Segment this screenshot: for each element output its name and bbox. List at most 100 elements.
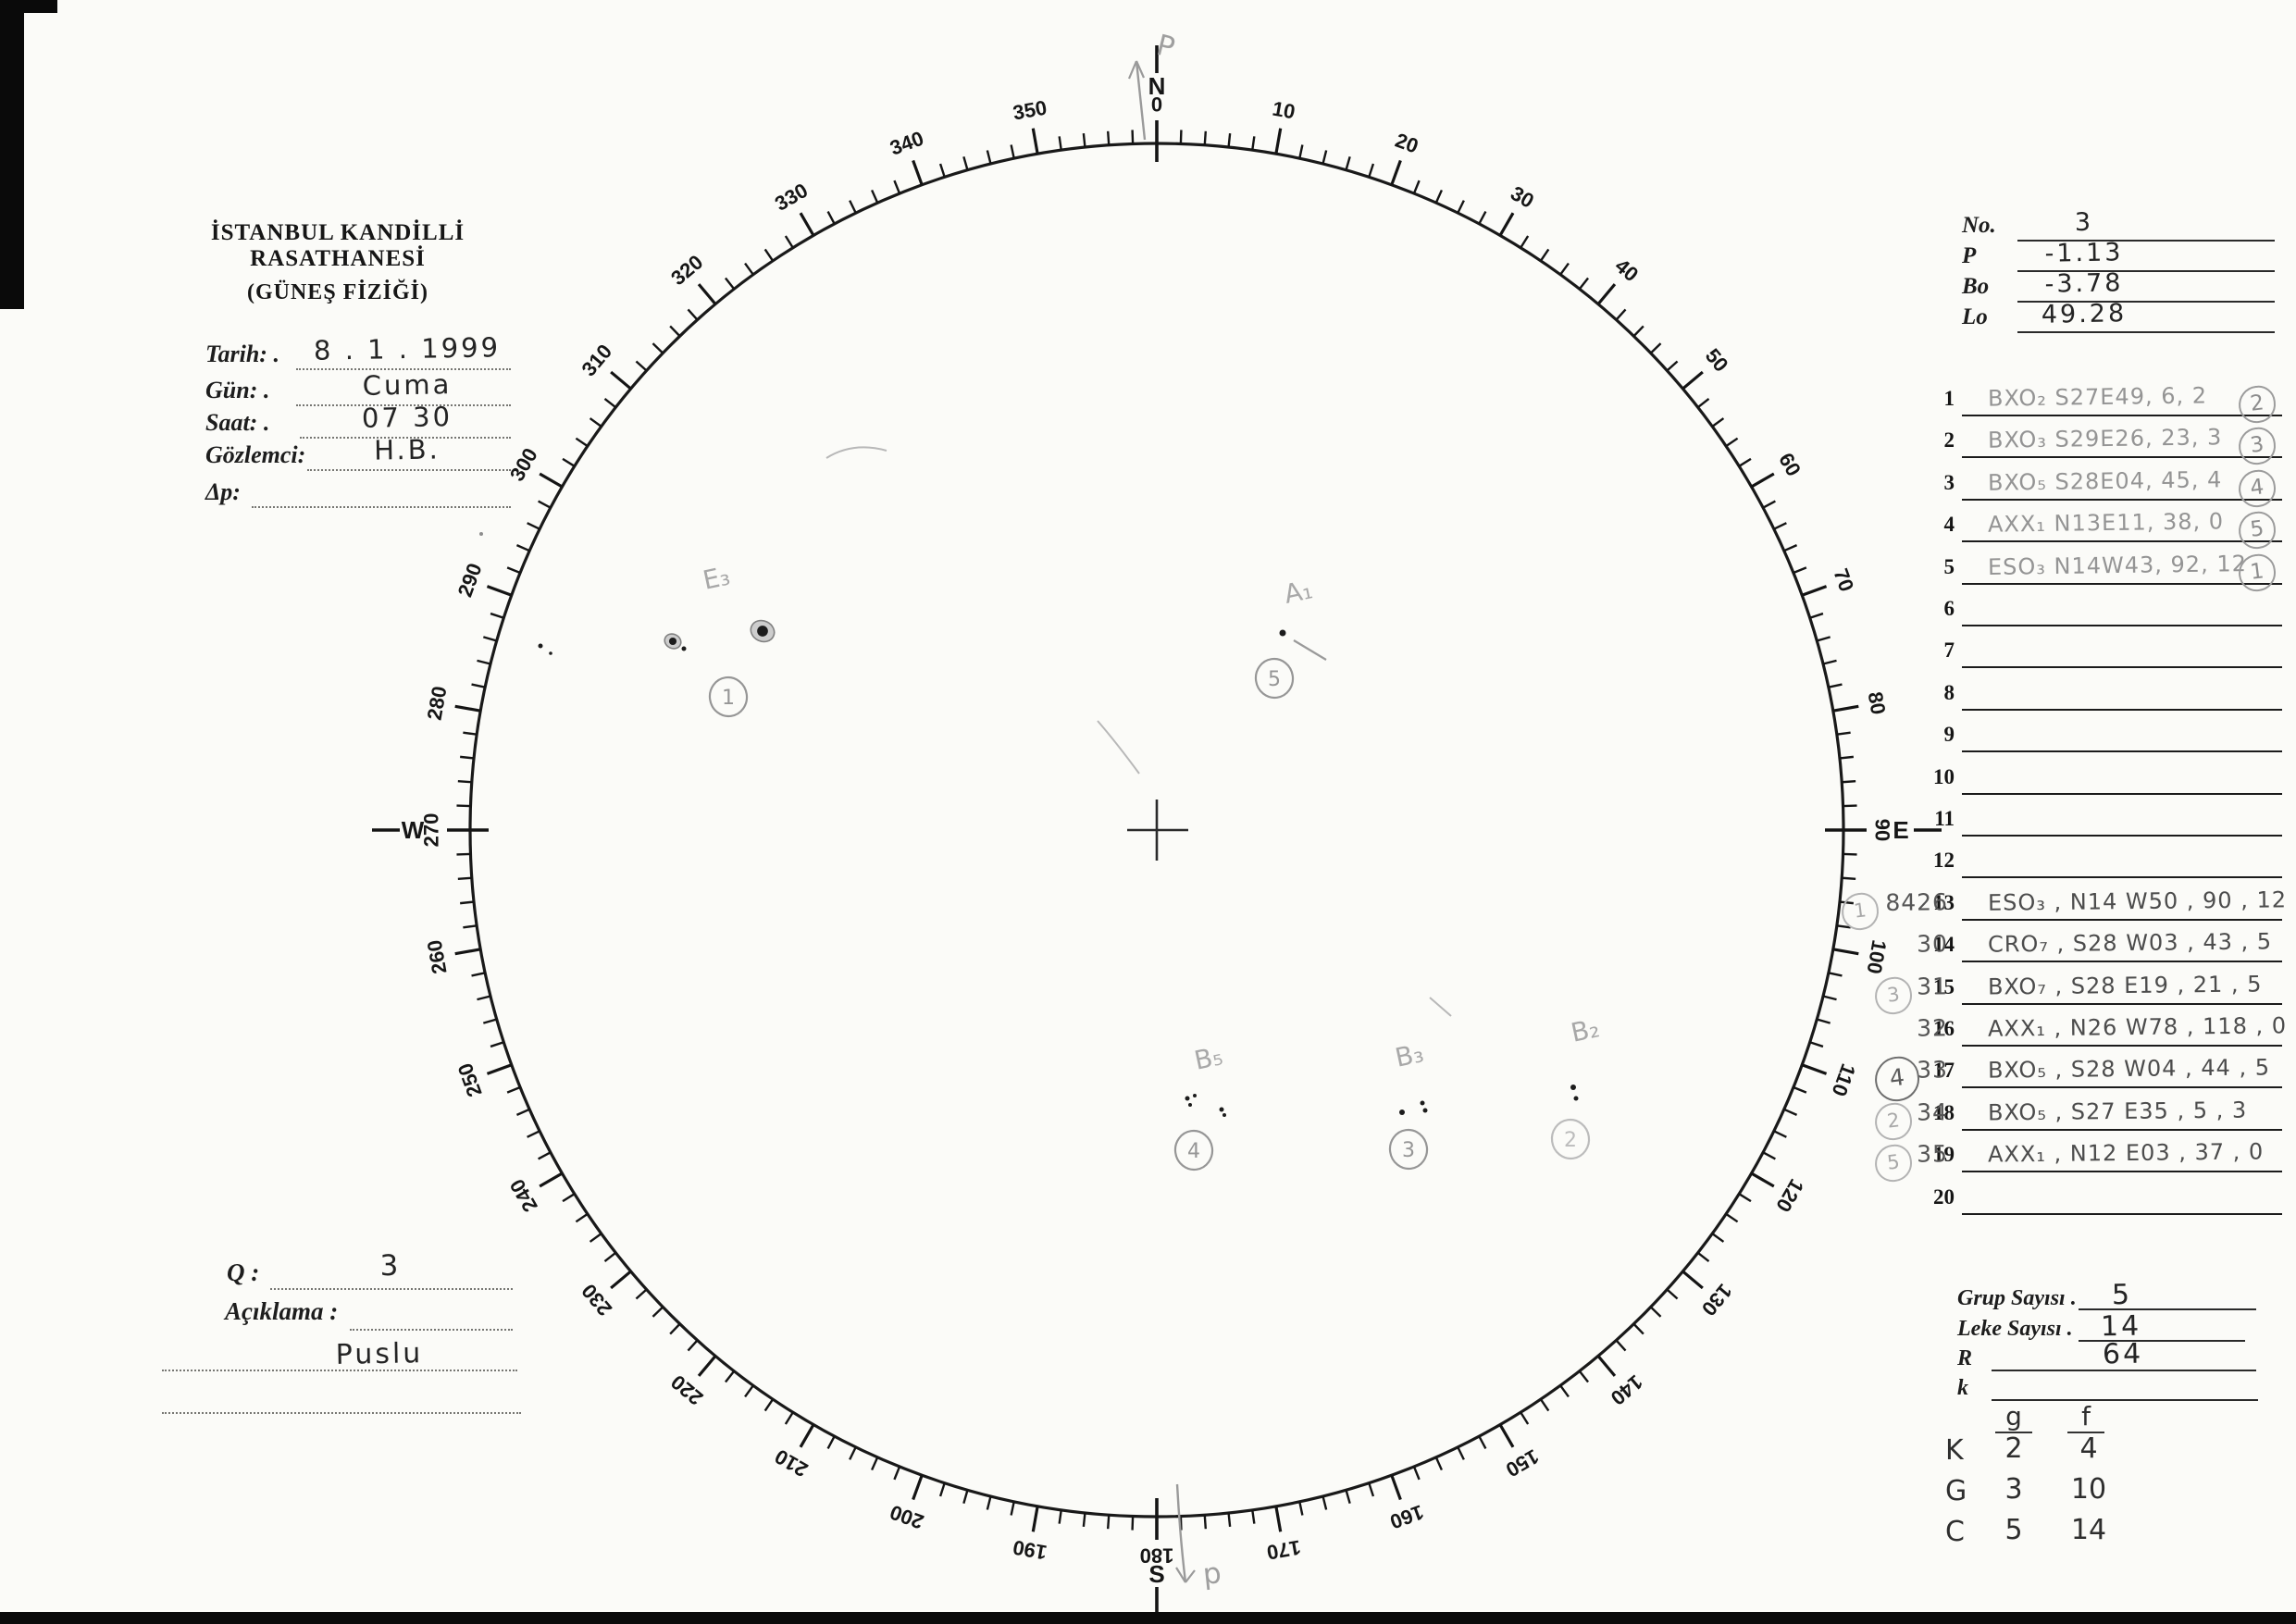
row-prefix: 32 — [1917, 1014, 1949, 1042]
row-line — [1962, 1171, 2282, 1173]
field-value: 07 30 — [361, 401, 453, 434]
row-number: 3 — [1943, 470, 1955, 494]
dial-tick — [1298, 1501, 1304, 1516]
dial-tick — [1345, 1489, 1351, 1505]
dial-tick — [1711, 417, 1725, 428]
dial-tick — [463, 731, 478, 736]
dial-tick — [1828, 683, 1843, 688]
row-line — [1962, 961, 2282, 963]
dial-tick — [538, 500, 552, 509]
table-cell-f: 14 — [2070, 1514, 2107, 1546]
observatory-header: İSTANBUL KANDİLLİ RASATHANESİ (GÜNEŞ FİZ… — [130, 220, 546, 305]
sunspot-group-label: B₃ — [1393, 1037, 1427, 1073]
summary-label: Grup Sayısı . — [1957, 1286, 2077, 1310]
dial-tick — [1750, 472, 1775, 489]
dial-tick — [1822, 659, 1837, 665]
group-number-badge — [708, 676, 749, 718]
row-prefix: 30 — [1917, 930, 1949, 958]
q-label: Q : — [227, 1258, 260, 1286]
dial-tick — [1773, 1130, 1787, 1138]
row-line — [1962, 835, 2282, 837]
aciklama-label: Açıklama : — [225, 1297, 339, 1325]
pencil-stroke — [825, 446, 887, 459]
dial-tick — [1816, 1018, 1831, 1024]
dial-tick — [697, 283, 717, 305]
dial-degree-label: 20 — [1392, 129, 1421, 158]
dial-tick — [635, 1288, 648, 1300]
q-value: 3 — [379, 1248, 402, 1283]
dial-tick — [1809, 1041, 1824, 1048]
dial-tick — [463, 924, 478, 929]
dial-tick — [1828, 972, 1843, 977]
sunspot-group-label: B₅ — [1192, 1040, 1226, 1076]
row-line — [1962, 1212, 2282, 1215]
dial-degree-label: 320 — [666, 250, 707, 290]
dial-tick — [1682, 1270, 1704, 1290]
group-number-badge-label: 3 — [1402, 1139, 1415, 1162]
dial-tick — [575, 437, 589, 448]
dial-tick — [849, 1446, 857, 1460]
dial-tick — [744, 262, 754, 276]
scan-artifact-left-bar — [0, 0, 24, 309]
dial-degree-label: 290 — [453, 560, 487, 600]
dial-tick — [538, 1151, 552, 1160]
cardinal-letter-s: S — [1148, 1560, 1164, 1588]
dial-tick — [603, 1251, 617, 1263]
dial-tick — [744, 1384, 754, 1398]
scan-artifact-bottom-bar — [0, 1612, 2296, 1624]
ephemeris-label: Lo — [1962, 304, 1988, 329]
dial-tick — [1058, 136, 1062, 151]
aciklama-line-1 — [350, 1329, 513, 1331]
row-number: 7 — [1943, 638, 1955, 663]
pencil-streak — [1293, 639, 1327, 661]
dial-tick — [1251, 1509, 1256, 1524]
group-number-badge-label: 1 — [722, 687, 735, 710]
dial-tick — [490, 1041, 504, 1048]
dial-tick — [527, 1130, 540, 1138]
dial-tick — [652, 1306, 664, 1318]
table-row-name: K — [1945, 1434, 1964, 1467]
north-pole-arrow — [1135, 60, 1147, 141]
dial-tick — [1725, 1212, 1739, 1223]
row-entry: AXX₁ , N26 W78 , 118 , 0 — [1987, 1012, 2288, 1042]
group-number-badge-label: 2 — [1564, 1129, 1577, 1152]
pencil-stroke — [1429, 997, 1452, 1017]
dial-tick — [1203, 1515, 1208, 1530]
dial-degree-label: 310 — [577, 340, 616, 380]
row-line — [1962, 540, 2282, 543]
dial-tick — [1390, 1474, 1402, 1501]
dial-tick — [1457, 1446, 1465, 1460]
dial-tick — [986, 150, 992, 165]
dial-tick — [799, 1423, 815, 1448]
sunspot — [549, 651, 552, 655]
table-row-name: C — [1945, 1516, 1965, 1548]
dial-tick — [1615, 1339, 1627, 1352]
dial-tick — [456, 852, 471, 856]
sunspot — [1422, 1108, 1428, 1113]
row-line — [1962, 1002, 2282, 1005]
dial-tick — [986, 1495, 992, 1510]
dial-tick — [457, 779, 472, 784]
dial-degree-label: 10 — [1271, 97, 1297, 124]
dial-degree-label: 240 — [505, 1175, 542, 1216]
dial-tick — [1559, 262, 1570, 276]
dial-tick — [1649, 1306, 1662, 1318]
dial-tick — [1783, 544, 1798, 552]
cardinal-degree: 180 — [1140, 1544, 1174, 1568]
row-number: 20 — [1933, 1184, 1955, 1209]
sunspot-umbra — [668, 637, 677, 646]
dial-tick — [1632, 325, 1644, 338]
dial-tick — [1227, 1512, 1232, 1527]
dial-tick — [610, 370, 632, 391]
dial-tick — [1738, 457, 1752, 467]
row-entry: ESO₃ , N14 W50 , 90 , 12 — [1987, 886, 2288, 916]
row-entry: BXO₅ , S28 W04 , 44 , 5 — [1987, 1054, 2271, 1084]
sunspot-group-label: A₁ — [1282, 574, 1316, 610]
sunspot — [681, 646, 687, 651]
dial-degree-label: 210 — [771, 1444, 812, 1481]
field-line — [296, 404, 511, 406]
cardinal-letter-n: N — [1148, 72, 1166, 100]
group-number-badge-label: 4 — [1187, 1140, 1200, 1163]
dial-tick — [471, 972, 486, 977]
aciklama-line-3 — [162, 1412, 521, 1414]
